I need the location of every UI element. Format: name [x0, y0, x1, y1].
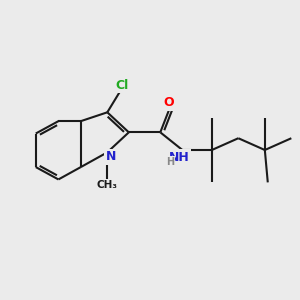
Text: CH₃: CH₃: [97, 180, 118, 190]
Text: N: N: [106, 150, 116, 163]
Text: Cl: Cl: [116, 79, 129, 92]
Text: H: H: [166, 158, 174, 167]
Text: O: O: [164, 96, 175, 110]
Text: NH: NH: [169, 151, 189, 164]
